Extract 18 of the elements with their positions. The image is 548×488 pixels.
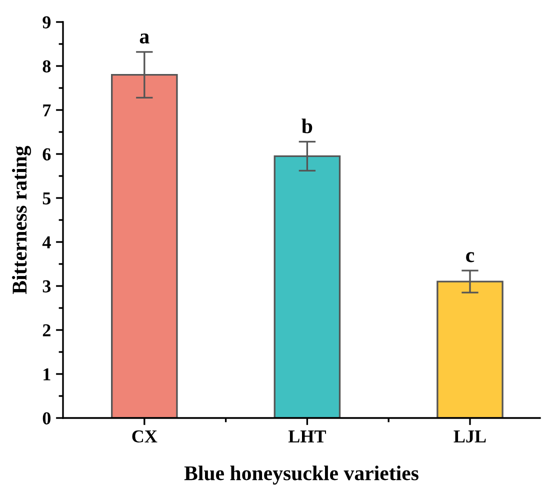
y-tick-label: 0 bbox=[42, 412, 51, 424]
y-tick-label: 7 bbox=[43, 104, 51, 116]
annotation: c bbox=[466, 252, 474, 262]
annotation: a bbox=[140, 34, 150, 44]
x-tick-label: LJL bbox=[454, 430, 486, 443]
y-tick-label: 4 bbox=[42, 236, 51, 248]
x-axis-title: Blue honeysuckle varieties bbox=[184, 466, 418, 485]
y-tick-label: 6 bbox=[42, 148, 51, 160]
y-tick-label: 8 bbox=[42, 60, 51, 72]
annotation: b bbox=[302, 118, 312, 134]
y-tick-label: 5 bbox=[42, 192, 51, 204]
y-tick-label: 2 bbox=[42, 324, 50, 336]
x-tick-label: CX bbox=[132, 430, 158, 443]
y-axis-title: Bitterness rating bbox=[12, 146, 32, 294]
x-tick-label: LHT bbox=[288, 430, 326, 442]
y-tick-label: 9 bbox=[42, 16, 51, 28]
y-tick-label: 1 bbox=[44, 368, 50, 380]
y-tick-label: 3 bbox=[42, 280, 51, 292]
